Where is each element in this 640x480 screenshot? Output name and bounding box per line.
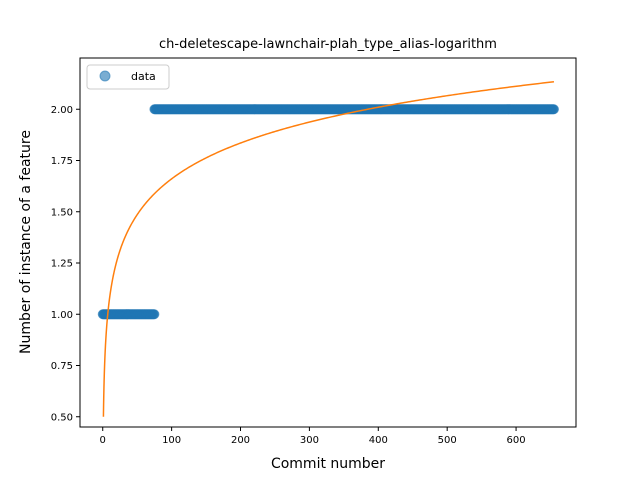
y-tick-label: 0.75 xyxy=(51,361,73,372)
y-tick-label: 0.50 xyxy=(51,412,73,423)
y-tick-label: 1.25 xyxy=(51,259,73,270)
plot-frame xyxy=(79,57,577,428)
x-tick-label: 400 xyxy=(369,435,388,446)
y-axis-label: Number of instance of a feature xyxy=(18,130,34,354)
data-point xyxy=(548,104,559,115)
x-tick-label: 500 xyxy=(438,435,457,446)
legend: data xyxy=(86,64,170,90)
y-tick-label: 2.00 xyxy=(51,105,73,116)
x-axis-label: Commit number xyxy=(271,456,385,472)
data-point xyxy=(149,309,160,320)
fit-line xyxy=(102,81,555,417)
legend-label-data: data xyxy=(131,70,156,83)
x-tick-label: 200 xyxy=(231,435,250,446)
x-tick-label: 100 xyxy=(162,435,181,446)
plot-marks xyxy=(97,81,559,417)
x-tick-label: 300 xyxy=(300,435,319,446)
legend-marker-data xyxy=(99,70,111,82)
y-tick-label: 1.75 xyxy=(51,156,73,167)
x-tick-label: 0 xyxy=(100,435,106,446)
chart-title: ch-deletescape-lawnchair-plah_type_alias… xyxy=(159,37,497,52)
y-tick-label: 1.00 xyxy=(51,310,73,321)
legend-box xyxy=(86,64,170,90)
y-tick-label: 1.50 xyxy=(51,207,73,218)
x-tick-label: 600 xyxy=(507,435,526,446)
axis-ticks: 0 100 200 300 400 500 600 0.50 0.75 1.00 1.25 1.50 1… xyxy=(51,105,526,446)
